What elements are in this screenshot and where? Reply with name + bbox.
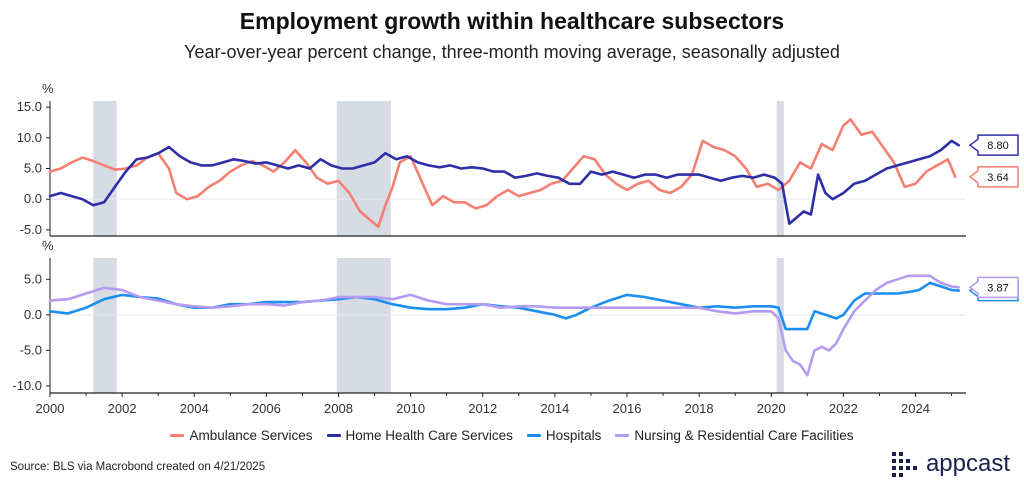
recession-band-top-0: [93, 101, 117, 236]
y-unit-label-bottom: %: [42, 238, 54, 253]
legend-item-hospitals: Hospitals: [526, 428, 602, 443]
chart-title: Employment growth within healthcare subs…: [239, 8, 785, 34]
end-value-label-ambulance: 3.64: [987, 172, 1008, 184]
legend-label-nursing: Nursing & Residential Care Facilities: [634, 428, 854, 443]
x-tick-label-11: 2022: [829, 401, 858, 416]
series-line-nursing: [48, 274, 961, 377]
y-unit-label-top: %: [42, 81, 54, 96]
legend-label-hospitals: Hospitals: [545, 428, 602, 443]
end-value-callout-home_health: [968, 134, 1019, 156]
x-tick-label-9: 2018: [685, 401, 714, 416]
end-value-label-nursing: 3.87: [987, 282, 1008, 294]
recession-band-bottom-0: [93, 258, 117, 393]
legend-swatch-ambulance: [170, 434, 185, 437]
x-tick-label-8: 2016: [613, 401, 642, 416]
x-tick-label-3: 2006: [252, 401, 281, 416]
y-tick-label-bottom-0: 5.0: [24, 271, 42, 286]
y-tick-label-top-3: 0.0: [24, 191, 42, 206]
y-tick-label-bottom-3: -10.0: [12, 378, 42, 393]
end-value-label-home_health: 8.80: [987, 140, 1008, 152]
x-tick-label-10: 2020: [757, 401, 786, 416]
y-tick-label-bottom-1: 0.0: [24, 307, 42, 322]
brand-logo[interactable]: appcast: [890, 450, 1010, 478]
x-tick-label-7: 2014: [540, 401, 569, 416]
y-tick-label-bottom-2: -5.0: [20, 342, 42, 357]
legend-label-home-health: Home Health Care Services: [345, 428, 513, 443]
series-line-home_health: [48, 139, 961, 225]
series-line-ambulance: [48, 118, 957, 229]
appcast-logo-dots-icon: [891, 452, 917, 477]
legend-item-nursing: Nursing & Residential Care Facilities: [615, 428, 854, 443]
recession-band-top-2: [776, 101, 784, 236]
x-tick-label-6: 2012: [468, 401, 497, 416]
recession-band-bottom-1: [336, 258, 391, 393]
x-tick-label-12: 2024: [901, 401, 930, 416]
end-value-callout-nursing: [968, 276, 1019, 299]
legend-swatch-home-health: [326, 434, 341, 437]
legend-label-ambulance: Ambulance Services: [189, 428, 313, 443]
chart-subtitle: Year-over-year percent change, three-mon…: [184, 42, 840, 62]
y-tick-label-top-4: -5.0: [20, 222, 42, 237]
y-tick-label-top-2: 5.0: [24, 161, 42, 176]
brand-name: appcast: [925, 450, 1010, 477]
legend-item-ambulance: Ambulance Services: [170, 428, 313, 443]
end-value-callout-ambulance: [968, 166, 1019, 188]
source-note: Source: BLS via Macrobond created on 4/2…: [10, 461, 266, 473]
x-tick-label-0: 2000: [36, 401, 65, 416]
legend: Ambulance Services Home Health Care Serv…: [0, 428, 1024, 443]
legend-swatch-nursing: [615, 434, 630, 437]
x-tick-label-5: 2010: [396, 401, 425, 416]
legend-swatch-hospitals: [526, 434, 541, 437]
x-tick-label-1: 2002: [108, 401, 137, 416]
y-tick-label-top-0: 15.0: [17, 99, 42, 114]
legend-item-home-health: Home Health Care Services: [326, 428, 513, 443]
y-tick-label-top-1: 10.0: [17, 130, 42, 145]
series-line-hospitals: [48, 281, 961, 331]
x-tick-label-2: 2004: [180, 401, 209, 416]
x-tick-label-4: 2008: [324, 401, 353, 416]
